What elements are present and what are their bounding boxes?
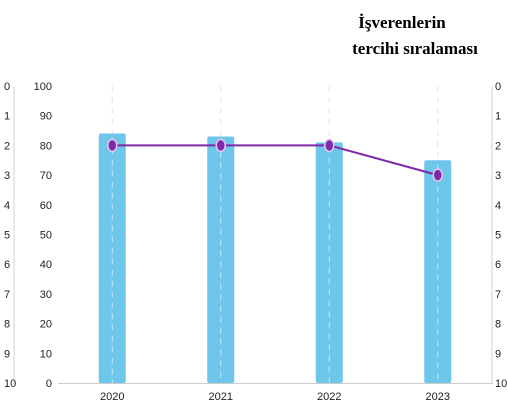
left-rank-tick: 3 xyxy=(4,170,10,182)
rank-marker-2022 xyxy=(324,138,335,153)
bar-2022 xyxy=(315,142,343,383)
right-rank-tick: 7 xyxy=(495,289,501,301)
rank-marker-2020 xyxy=(107,138,118,153)
chart-title-line-2: tercihi sıralaması xyxy=(352,39,478,58)
vertical-gridlines xyxy=(111,86,439,383)
rank-line-series xyxy=(107,138,443,182)
right-rank-tick: 1 xyxy=(495,111,501,123)
bar-series xyxy=(98,133,452,383)
value-tick: 80 xyxy=(40,140,52,152)
value-tick: 70 xyxy=(40,170,52,182)
left-rank-tick: 8 xyxy=(4,319,10,331)
x-tick-label: 2023 xyxy=(426,391,450,403)
rank-line xyxy=(112,144,439,177)
left-rank-tick: 0 xyxy=(4,81,10,93)
right-rank-tick: 4 xyxy=(495,200,501,212)
bar-2023 xyxy=(424,160,452,383)
rank-marker-2023 xyxy=(432,168,443,182)
chart-title-line-1: İşverenlerin xyxy=(358,13,446,32)
right-rank-tick: 2 xyxy=(495,140,501,152)
right-rank-tick: 6 xyxy=(495,259,501,271)
right-rank-tick: 3 xyxy=(495,170,501,182)
left-rank-tick: 10 xyxy=(4,378,16,390)
bar-2021 xyxy=(207,136,235,383)
value-tick: 20 xyxy=(40,319,52,331)
rank-marker-2021 xyxy=(215,138,226,153)
left-rank-tick: 7 xyxy=(4,289,10,301)
value-tick: 40 xyxy=(40,259,52,271)
value-tick: 10 xyxy=(40,348,52,360)
left-rank-tick: 1 xyxy=(4,111,10,123)
left-rank-tick: 6 xyxy=(4,259,10,271)
left-rank-tick: 4 xyxy=(4,200,10,212)
value-tick: 100 xyxy=(34,81,52,93)
value-tick: 0 xyxy=(46,378,52,390)
value-tick: 90 xyxy=(40,111,52,123)
x-tick-label: 2020 xyxy=(100,391,124,403)
right-rank-tick: 10 xyxy=(495,378,507,390)
left-rank-tick: 2 xyxy=(4,140,10,152)
value-tick: 30 xyxy=(40,289,52,301)
right-rank-tick: 0 xyxy=(495,81,501,93)
bar-2020 xyxy=(98,133,126,383)
left-rank-tick: 5 xyxy=(4,230,10,242)
value-tick: 60 xyxy=(40,200,52,212)
right-rank-tick: 5 xyxy=(495,230,501,242)
right-rank-tick: 8 xyxy=(495,319,501,331)
x-tick-label: 2021 xyxy=(209,391,233,403)
axes xyxy=(13,86,493,384)
right-rank-tick: 9 xyxy=(495,348,501,360)
x-tick-label: 2022 xyxy=(317,391,341,403)
value-tick: 50 xyxy=(40,230,52,242)
left-rank-tick: 9 xyxy=(4,348,10,360)
